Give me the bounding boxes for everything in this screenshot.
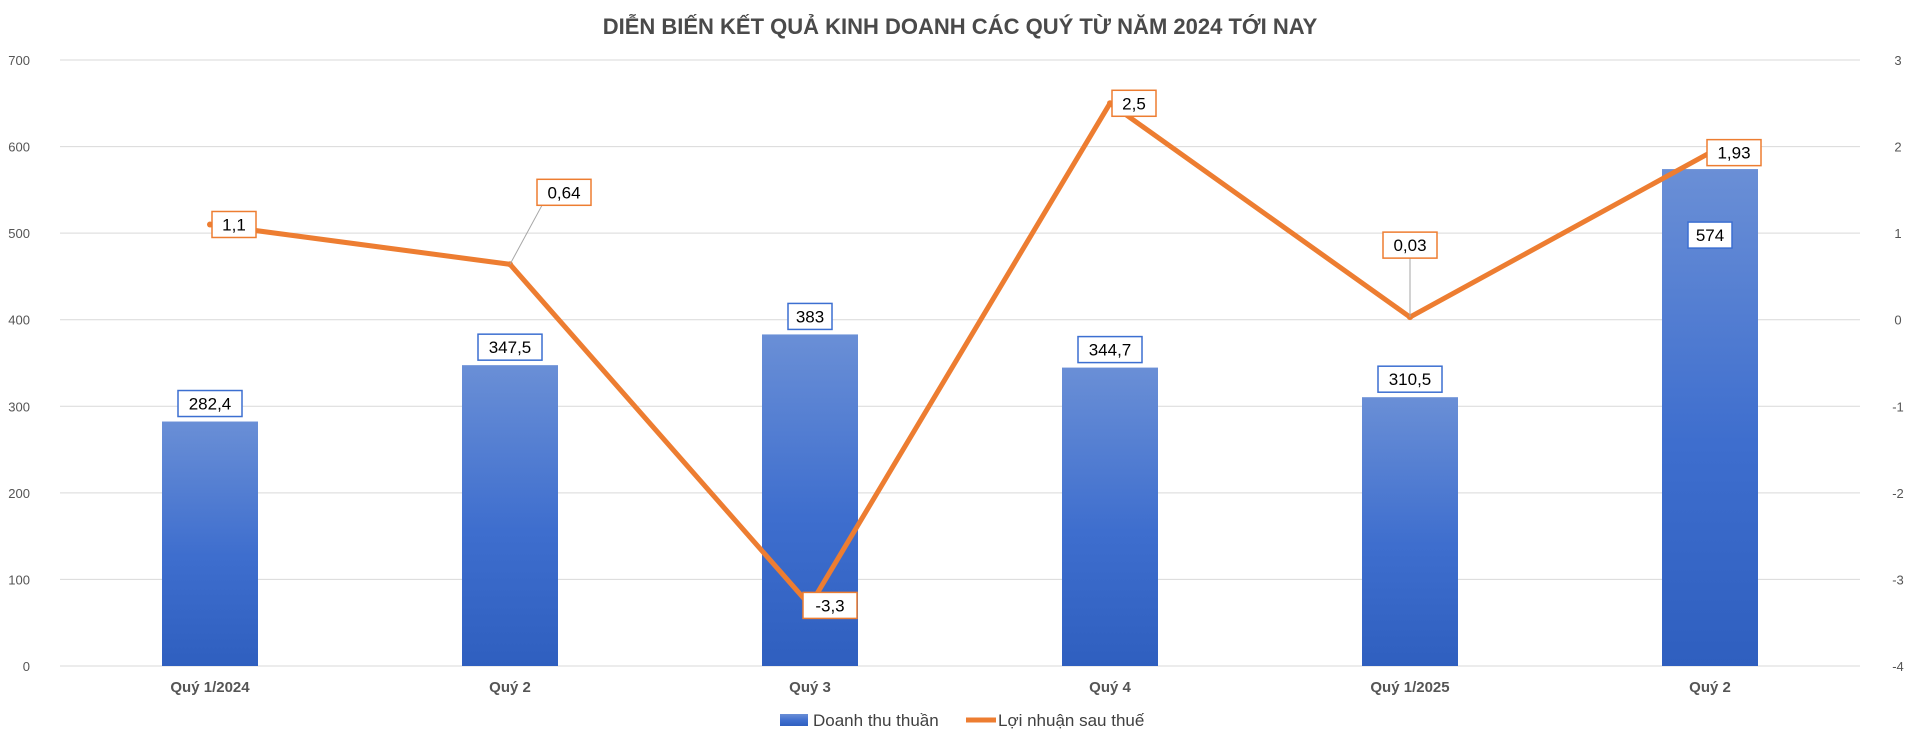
svg-text:0,03: 0,03 xyxy=(1393,236,1426,255)
left-tick-label: 500 xyxy=(8,226,30,241)
bar-data-label: 344,7 xyxy=(1077,335,1143,364)
chart-title: DIỄN BIẾN KẾT QUẢ KINH DOANH CÁC QUÝ TỪ … xyxy=(603,13,1318,39)
x-axis: Quý 1/2024 Quý 2 Quý 3 Quý 4 Quý 1/2025 Quý 2 xyxy=(170,679,1730,696)
right-tick-label: -3 xyxy=(1892,572,1904,587)
bar-data-label: 383 xyxy=(787,302,833,331)
category-label: Quý 2 xyxy=(489,679,531,696)
right-tick-label: 0 xyxy=(1894,313,1901,328)
category-label: Quý 4 xyxy=(1089,679,1131,696)
leader-line xyxy=(509,205,543,265)
svg-text:282,4: 282,4 xyxy=(189,395,232,414)
left-tick-label: 300 xyxy=(8,399,30,414)
svg-text:310,5: 310,5 xyxy=(1389,370,1432,389)
left-tick-label: 400 xyxy=(8,313,30,328)
line-data-label: 1,93 xyxy=(1706,138,1762,167)
bar-data-label: 347,5 xyxy=(477,333,543,361)
bar xyxy=(1362,397,1458,666)
svg-text:1,1: 1,1 xyxy=(222,215,246,234)
line-path xyxy=(207,100,1713,608)
legend-line-label: Lợi nhuận sau thuế xyxy=(998,711,1145,730)
bar xyxy=(162,421,258,666)
line-series xyxy=(207,100,1713,609)
left-tick-label: 100 xyxy=(8,572,30,587)
right-tick-label: 1 xyxy=(1894,226,1901,241)
right-tick-label: -1 xyxy=(1892,399,1904,414)
line-data-label: 1,1 xyxy=(211,210,257,239)
right-tick-label: 3 xyxy=(1894,53,1901,68)
bar-data-label: 574 xyxy=(1687,221,1733,249)
category-label: Quý 2 xyxy=(1689,679,1731,696)
line-data-label: 2,5 xyxy=(1111,89,1157,118)
right-y-axis: -4 -3 -2 -1 0 1 2 3 xyxy=(1892,53,1904,674)
right-tick-label: 2 xyxy=(1894,140,1901,155)
category-label: Quý 1/2025 xyxy=(1370,679,1449,696)
svg-text:383: 383 xyxy=(796,307,824,326)
svg-text:0,64: 0,64 xyxy=(547,183,580,202)
left-tick-label: 200 xyxy=(8,486,30,501)
gridlines xyxy=(60,59,1860,667)
right-tick-label: -2 xyxy=(1892,486,1904,501)
svg-text:2,5: 2,5 xyxy=(1122,94,1146,113)
bar xyxy=(1062,367,1158,666)
bar-data-label: 282,4 xyxy=(177,389,243,418)
line-data-label: -3,3 xyxy=(802,591,858,620)
bar-series xyxy=(162,169,1758,666)
svg-text:574: 574 xyxy=(1696,226,1724,245)
svg-text:347,5: 347,5 xyxy=(489,338,532,357)
svg-text:-3,3: -3,3 xyxy=(815,596,844,615)
line-data-label: 0,03 xyxy=(1382,231,1438,259)
left-tick-label: 0 xyxy=(23,659,30,674)
left-tick-label: 600 xyxy=(8,140,30,155)
left-tick-label: 700 xyxy=(8,53,30,68)
data-labels: 282,4 347,5 383 344,7 310,5 574 1,1 0,64 -3,3 2,5… xyxy=(177,89,1762,620)
svg-text:1,93: 1,93 xyxy=(1717,144,1750,163)
bar xyxy=(462,365,558,666)
left-y-axis: 0 100 200 300 400 500 600 700 xyxy=(8,53,30,674)
bar xyxy=(1662,169,1758,666)
line-data-label: 0,64 xyxy=(536,178,592,207)
right-tick-label: -4 xyxy=(1892,659,1904,674)
legend-bar-label: Doanh thu thuần xyxy=(813,711,939,730)
legend: Doanh thu thuần Lợi nhuận sau thuế xyxy=(780,711,1145,730)
category-label: Quý 3 xyxy=(789,679,831,696)
legend-bar-swatch xyxy=(780,714,808,726)
bar-data-label: 310,5 xyxy=(1377,365,1443,393)
svg-text:344,7: 344,7 xyxy=(1089,341,1132,360)
category-label: Quý 1/2024 xyxy=(170,679,250,696)
